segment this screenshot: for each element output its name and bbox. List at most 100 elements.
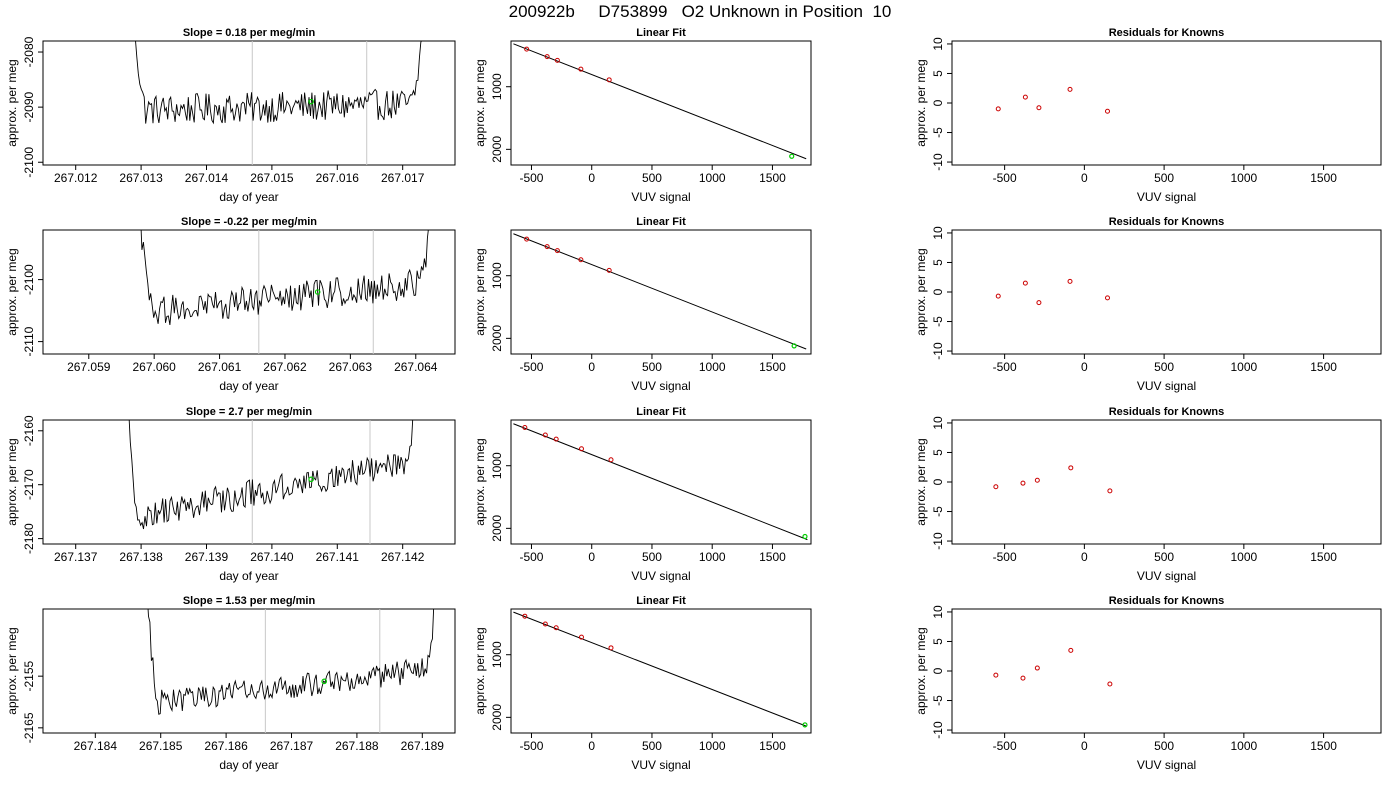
y-tick-label: 2000 [490, 515, 504, 542]
y-tick-label: 0 [931, 99, 945, 106]
series-line [140, 230, 429, 325]
plot-frame [510, 229, 812, 355]
x-tick-label: 267.137 [54, 550, 98, 564]
y-axis-label: approx. per meg [473, 438, 487, 525]
y-tick-label: 5 [931, 70, 945, 77]
residual-point [1020, 480, 1026, 486]
known-point [578, 634, 584, 640]
x-tick-label: 267.016 [316, 171, 360, 185]
y-axis-label: approx. per meg [473, 248, 487, 335]
x-tick-label: 267.189 [401, 739, 445, 753]
x-tick-label: 0 [588, 739, 595, 753]
y-axis-label: approx. per meg [914, 248, 928, 335]
x-axis-label: VUV signal [631, 569, 690, 583]
x-tick-label: 267.064 [394, 360, 438, 374]
x-tick-label: 500 [1154, 171, 1174, 185]
known-point [522, 613, 528, 619]
y-axis-label: approx. per meg [914, 59, 928, 146]
x-tick-label: 267.185 [139, 739, 183, 753]
y-tick-label: -2170 [22, 469, 36, 500]
known-point [578, 446, 584, 452]
known-point [553, 436, 559, 442]
y-axis-label: approx. per meg [914, 438, 928, 525]
y-tick-label: -2155 [22, 661, 36, 692]
x-tick-label: 267.063 [329, 360, 373, 374]
y-tick-label: -5 [931, 316, 945, 327]
x-tick-label: -500 [993, 171, 1017, 185]
plot-frame [42, 608, 456, 734]
residual-point [1034, 477, 1040, 483]
y-tick-label: 1000 [490, 641, 504, 668]
y-tick-label: -2160 [22, 415, 36, 446]
known-point [553, 625, 559, 631]
plot-frame [510, 40, 812, 166]
series-line [147, 609, 435, 715]
y-tick-label: 2000 [490, 704, 504, 731]
y-axis-label: approx. per meg [914, 627, 928, 714]
x-axis-label: VUV signal [1137, 190, 1196, 204]
y-tick-label: 0 [931, 288, 945, 295]
panel-time-row-1: Slope = -0.22 per meg/min 267.059 267.060 2… [5, 216, 456, 393]
residual-point [1107, 488, 1113, 494]
known-point [544, 244, 550, 250]
known-point [524, 46, 530, 52]
x-tick-label: 267.014 [185, 171, 229, 185]
series-line [135, 41, 422, 125]
x-tick-label: 267.062 [263, 360, 307, 374]
x-tick-label: 500 [1154, 739, 1174, 753]
x-tick-label: 500 [642, 550, 662, 564]
plot-frame [42, 229, 456, 355]
unknown-point [308, 476, 314, 483]
y-tick-label: -2100 [22, 147, 36, 178]
x-tick-label: -500 [993, 739, 1017, 753]
known-point [522, 425, 528, 431]
x-tick-label: 1000 [699, 360, 726, 374]
panel-title: Slope = 2.7 per meg/min [186, 406, 313, 418]
x-tick-label: -500 [519, 550, 543, 564]
x-tick-label: 267.060 [132, 360, 176, 374]
y-tick-label: 10 [931, 416, 945, 430]
residual-point [995, 106, 1001, 112]
x-tick-label: 1500 [1310, 550, 1337, 564]
x-tick-label: 0 [588, 360, 595, 374]
panel-resid-row-2: Residuals for Knowns -500 0 500 1000 1500 -10 -… [914, 406, 1382, 583]
panel-title: Linear Fit [636, 27, 686, 39]
x-tick-label: 267.142 [381, 550, 425, 564]
x-tick-label: 1500 [759, 360, 786, 374]
panel-title: Slope = 1.53 per meg/min [183, 595, 316, 607]
x-tick-label: 267.187 [270, 739, 314, 753]
plot-frame [510, 419, 812, 545]
known-point [608, 645, 614, 651]
panel-time-row-2: Slope = 2.7 per meg/min 267.137 267.138 267… [5, 406, 456, 583]
x-tick-label: 1500 [759, 550, 786, 564]
fit-line [513, 43, 807, 160]
x-tick-label: 0 [588, 171, 595, 185]
x-axis-label: VUV signal [631, 379, 690, 393]
residual-point [993, 484, 999, 490]
y-axis-label: approx. per meg [5, 248, 19, 335]
unknown-point [314, 289, 321, 295]
x-tick-label: 1000 [699, 171, 726, 185]
x-tick-label: 500 [642, 739, 662, 753]
x-tick-label: 0 [588, 550, 595, 564]
known-point [542, 432, 548, 438]
y-tick-label: -2165 [22, 712, 36, 743]
known-point [542, 621, 548, 627]
series-line [128, 420, 414, 530]
x-axis-label: VUV signal [1137, 569, 1196, 583]
x-axis-label: VUV signal [631, 190, 690, 204]
panel-title: Linear Fit [636, 595, 686, 607]
x-tick-label: 1500 [1310, 171, 1337, 185]
x-tick-label: -500 [993, 550, 1017, 564]
plot-frame [42, 419, 456, 545]
residual-point [995, 293, 1001, 299]
residual-point [1034, 665, 1040, 671]
x-tick-label: 1500 [1310, 739, 1337, 753]
fit-line [513, 611, 807, 727]
y-tick-label: -10 [931, 153, 945, 171]
x-axis-label: VUV signal [631, 758, 690, 772]
unknown-point [308, 98, 314, 105]
x-tick-label: 500 [1154, 360, 1174, 374]
y-tick-label: 5 [931, 638, 945, 645]
fit-line [513, 423, 808, 541]
